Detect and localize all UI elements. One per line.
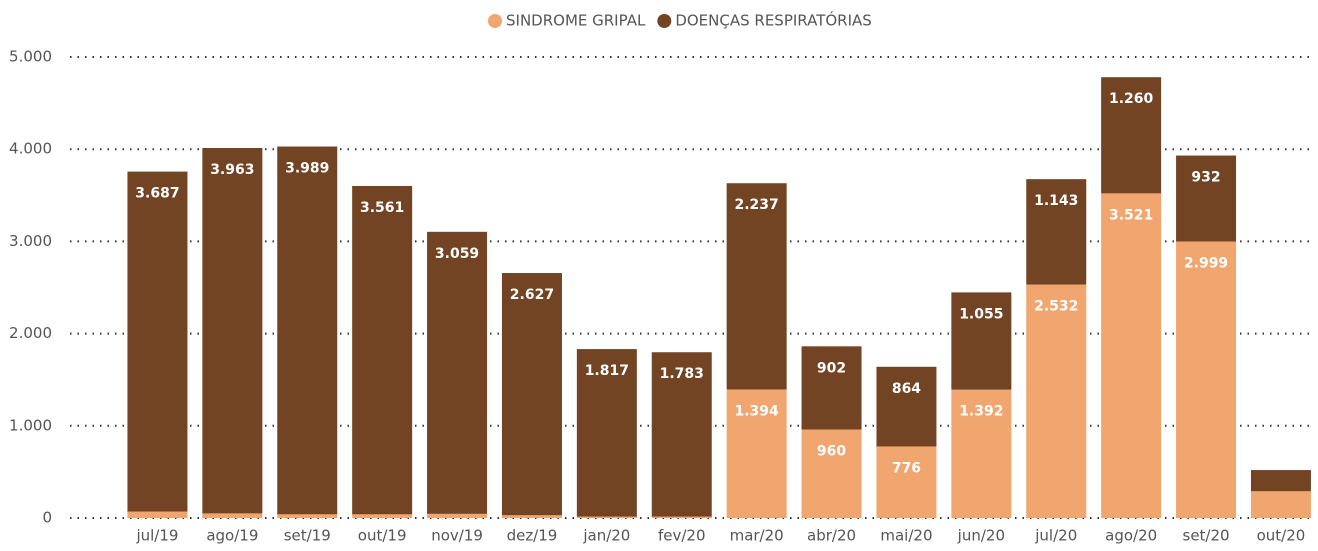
value-label: 1.055 [959, 306, 1003, 322]
value-label: 2.999 [1184, 255, 1228, 271]
y-tick-label: 4.000 [9, 140, 52, 158]
x-tick-label: set/20 [1183, 527, 1230, 545]
bar-segment [1176, 155, 1237, 242]
x-tick-label: mai/20 [880, 527, 932, 545]
value-label: 3.059 [435, 246, 479, 262]
legend-marker [657, 14, 672, 28]
bar-segment [576, 516, 637, 518]
x-tick-label: mar/20 [730, 527, 784, 545]
bar-segment [427, 231, 488, 514]
value-label: 1.392 [959, 404, 1003, 420]
bar-segment [427, 513, 488, 518]
bar-segment [651, 352, 712, 517]
bar-segment [651, 516, 712, 518]
x-tick-label: fev/20 [658, 527, 706, 545]
x-tick-label: ago/20 [1105, 527, 1157, 545]
bar-segment [951, 389, 1012, 518]
bar-segment [1250, 491, 1311, 518]
x-tick-label: dez/19 [507, 527, 558, 545]
value-label: 1.817 [585, 363, 629, 379]
value-label: 3.521 [1109, 207, 1153, 223]
bar-segment [1250, 470, 1311, 492]
value-label: 2.532 [1034, 299, 1078, 315]
bar-segment [352, 185, 413, 515]
bar-segment [277, 514, 338, 518]
bar-segment [951, 292, 1012, 390]
x-tick-label: abr/20 [807, 527, 856, 545]
y-tick-label: 3.000 [9, 232, 52, 250]
x-tick-label: jun/20 [957, 527, 1005, 545]
bar-segment [202, 148, 263, 514]
value-label: 1.394 [735, 403, 780, 419]
bar-segment [1026, 179, 1087, 285]
x-tick-label: ago/19 [206, 527, 258, 545]
value-label: 2.237 [735, 197, 779, 213]
bar-segment [576, 349, 637, 517]
value-label: 932 [1191, 170, 1220, 186]
value-label: 776 [892, 460, 921, 476]
value-label: 864 [892, 381, 921, 397]
bar-segment [277, 146, 338, 515]
x-tick-label: nov/19 [431, 527, 483, 545]
x-tick-label: jul/19 [135, 527, 178, 545]
value-label: 3.989 [285, 161, 329, 177]
value-label: 3.963 [210, 162, 254, 178]
value-label: 1.143 [1034, 193, 1078, 209]
bar-segment [1101, 77, 1162, 194]
legend-label: SINDROME GRIPAL [506, 12, 646, 30]
y-tick-label: 2.000 [9, 324, 52, 342]
x-tick-label: set/19 [284, 527, 331, 545]
value-label: 3.561 [360, 200, 404, 216]
y-tick-label: 1.000 [9, 416, 52, 434]
bar-segment [726, 183, 787, 390]
bar-segment [501, 273, 562, 516]
x-tick-label: jan/20 [582, 527, 630, 545]
bar-segment [801, 346, 862, 430]
value-label: 3.687 [135, 186, 179, 202]
bar-segment [352, 514, 413, 518]
legend-label: DOENÇAS RESPIRATÓRIAS [675, 11, 871, 30]
bar-segment [876, 446, 937, 518]
x-tick-label: jul/20 [1034, 527, 1077, 545]
bar-segment [127, 511, 188, 518]
value-label: 960 [817, 443, 846, 459]
bar-segment [127, 171, 188, 512]
bar-segment [1101, 193, 1162, 518]
x-tick-label: out/20 [1257, 527, 1306, 545]
bar-segment [876, 366, 937, 447]
y-tick-label: 5.000 [9, 48, 52, 66]
value-label: 902 [817, 360, 846, 376]
bar-segment [501, 515, 562, 518]
bar-segment [1026, 284, 1087, 518]
value-label: 2.627 [510, 287, 554, 303]
bar-segment [801, 429, 862, 518]
bar-segment [202, 513, 263, 518]
y-tick-label: 0 [42, 509, 52, 527]
bar-segment [726, 389, 787, 518]
value-label: 1.260 [1109, 91, 1154, 107]
bar-segment [1176, 241, 1237, 519]
value-label: 1.783 [660, 366, 704, 382]
legend-marker [488, 14, 502, 28]
x-tick-label: out/19 [358, 527, 407, 545]
